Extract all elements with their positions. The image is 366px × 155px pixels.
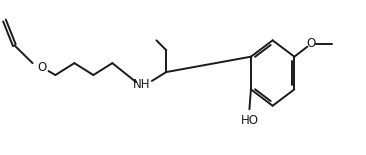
Text: NH: NH <box>132 78 150 91</box>
Text: O: O <box>38 61 47 74</box>
Text: HO: HO <box>240 114 258 127</box>
Text: O: O <box>306 37 316 50</box>
